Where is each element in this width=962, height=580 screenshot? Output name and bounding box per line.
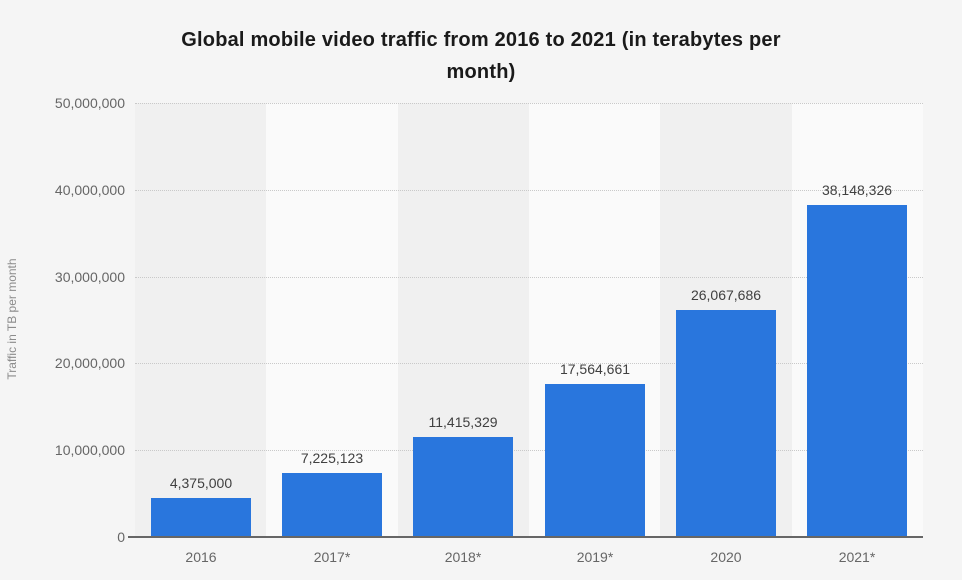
y-tick-label: 0 bbox=[117, 529, 125, 545]
x-tick-label-2017: 2017* bbox=[313, 549, 351, 565]
y-tick-label: 40,000,000 bbox=[54, 181, 125, 198]
chart-title: Global mobile video traffic from 2016 to… bbox=[0, 24, 962, 88]
x-tick-label-2021: 2021* bbox=[838, 549, 876, 565]
value-label-2020: 26,067,686 bbox=[690, 287, 762, 303]
x-tick-label-2019: 2019* bbox=[576, 549, 614, 565]
bar-2021[interactable] bbox=[807, 205, 907, 536]
chart-title-line-1: Global mobile video traffic from 2016 to… bbox=[181, 29, 781, 51]
plot-area bbox=[135, 103, 923, 537]
bar-2017[interactable] bbox=[282, 473, 382, 536]
x-axis-line bbox=[128, 536, 923, 538]
bar-2020[interactable] bbox=[676, 310, 776, 536]
gridline-40000000 bbox=[135, 189, 923, 191]
y-axis-title: Traffic in TB per month bbox=[5, 258, 19, 380]
y-tick-label: 10,000,000 bbox=[54, 442, 125, 459]
plot-band-2016 bbox=[135, 103, 267, 537]
gridline-30000000 bbox=[135, 276, 923, 278]
gridline-10000000 bbox=[135, 450, 923, 452]
value-label-2019: 17,564,661 bbox=[559, 361, 631, 377]
y-tick-label: 20,000,000 bbox=[54, 355, 125, 372]
x-tick-label-2016: 2016 bbox=[185, 549, 217, 565]
y-tick-label: 30,000,000 bbox=[54, 268, 125, 285]
y-tick-label: 50,000,000 bbox=[54, 95, 125, 111]
x-tick-label-2020: 2020 bbox=[710, 549, 742, 565]
bar-2018[interactable] bbox=[413, 437, 513, 536]
gridline-50000000 bbox=[135, 103, 923, 104]
bar-2019[interactable] bbox=[545, 384, 645, 536]
plot-band-2017 bbox=[266, 103, 398, 537]
value-label-2016: 4,375,000 bbox=[169, 475, 233, 491]
chart-title-line-2: month) bbox=[446, 61, 516, 83]
value-label-2018: 11,415,329 bbox=[428, 414, 498, 430]
bar-2016[interactable] bbox=[151, 498, 251, 536]
value-label-2017: 7,225,123 bbox=[300, 450, 364, 466]
value-label-2021: 38,148,326 bbox=[821, 182, 893, 198]
gridline-20000000 bbox=[135, 363, 923, 365]
x-tick-label-2018: 2018* bbox=[444, 549, 482, 565]
